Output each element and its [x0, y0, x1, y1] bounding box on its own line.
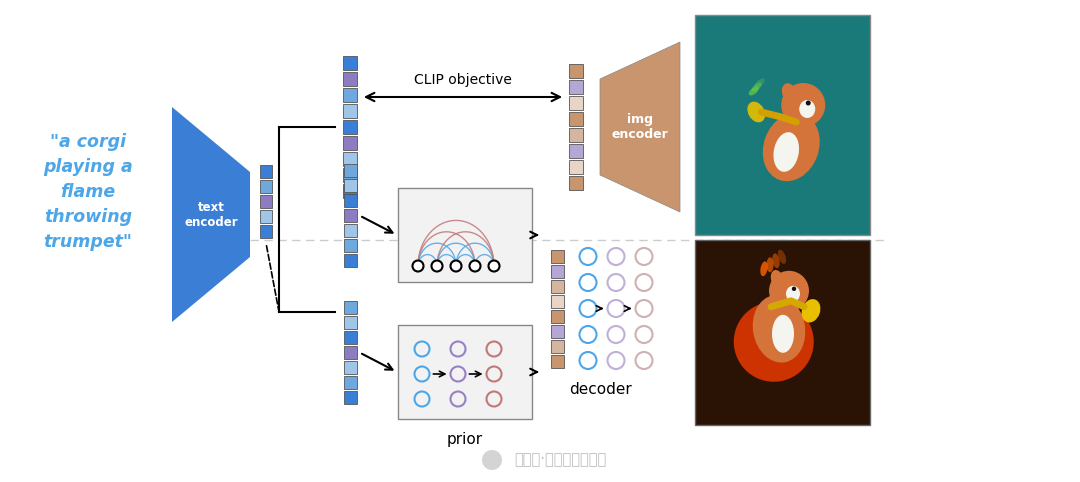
Bar [260, 210, 272, 223]
Bar [260, 180, 272, 193]
Text: img
encoder: img encoder [611, 113, 669, 141]
Circle shape [792, 287, 796, 291]
Circle shape [432, 260, 443, 271]
Ellipse shape [782, 83, 797, 103]
Bar [343, 391, 356, 404]
Ellipse shape [748, 86, 759, 95]
Bar [343, 104, 357, 118]
Bar [343, 136, 357, 150]
Bar [260, 225, 272, 238]
Bar [343, 120, 357, 134]
Ellipse shape [772, 315, 794, 353]
Bar [569, 128, 583, 142]
Circle shape [413, 260, 423, 271]
Bar [343, 316, 356, 329]
Circle shape [488, 260, 499, 271]
Bar [343, 361, 356, 374]
FancyBboxPatch shape [399, 325, 532, 419]
Bar [343, 194, 356, 207]
Circle shape [470, 260, 481, 271]
Bar [343, 331, 356, 344]
Circle shape [482, 450, 502, 470]
Bar [343, 301, 356, 314]
Ellipse shape [753, 295, 806, 362]
Text: "a corgi
playing a
flame
throwing
trumpet": "a corgi playing a flame throwing trumpe… [43, 133, 133, 251]
Ellipse shape [772, 254, 780, 268]
Bar [343, 224, 356, 237]
Bar [343, 254, 356, 267]
Bar [551, 354, 564, 367]
Circle shape [450, 260, 461, 271]
Bar [696, 15, 870, 235]
Text: CLIP objective: CLIP objective [414, 73, 512, 87]
Ellipse shape [747, 102, 765, 122]
Bar [551, 309, 564, 322]
Ellipse shape [762, 113, 820, 181]
Bar [343, 179, 356, 192]
Ellipse shape [771, 270, 783, 288]
Bar [551, 280, 564, 293]
Ellipse shape [799, 100, 815, 118]
Bar [551, 250, 564, 263]
Ellipse shape [778, 250, 786, 264]
FancyBboxPatch shape [399, 188, 532, 282]
Polygon shape [600, 42, 680, 212]
Bar [696, 240, 870, 425]
Ellipse shape [752, 82, 761, 92]
Bar [343, 72, 357, 86]
Bar [343, 56, 357, 70]
Bar [260, 165, 272, 178]
Bar [343, 239, 356, 252]
Bar [343, 164, 356, 177]
Bar [343, 346, 356, 359]
Bar [569, 176, 583, 190]
Bar [551, 324, 564, 337]
Bar [343, 184, 357, 198]
Text: decoder: decoder [569, 383, 632, 398]
Bar [260, 195, 272, 208]
Bar [551, 295, 564, 308]
Bar [551, 339, 564, 352]
Bar [569, 144, 583, 158]
Bar [569, 80, 583, 94]
Bar [569, 96, 583, 110]
Ellipse shape [801, 299, 821, 322]
Text: text
encoder: text encoder [185, 201, 238, 228]
Bar [343, 168, 357, 182]
Ellipse shape [786, 286, 800, 302]
Bar [569, 160, 583, 174]
Circle shape [769, 271, 809, 311]
Polygon shape [172, 107, 249, 322]
Ellipse shape [773, 132, 799, 172]
Bar [343, 376, 356, 389]
Bar [569, 64, 583, 78]
Text: 公众号·数据分析及应用: 公众号·数据分析及应用 [514, 453, 606, 468]
Bar [343, 88, 357, 102]
Circle shape [806, 101, 811, 106]
Bar [551, 265, 564, 278]
Ellipse shape [755, 79, 765, 88]
Ellipse shape [767, 257, 773, 272]
Bar [343, 209, 356, 222]
Bar [343, 152, 357, 166]
Circle shape [733, 302, 813, 382]
Bar [569, 112, 583, 126]
Circle shape [781, 83, 825, 127]
Text: prior: prior [447, 432, 483, 447]
Ellipse shape [760, 261, 768, 276]
